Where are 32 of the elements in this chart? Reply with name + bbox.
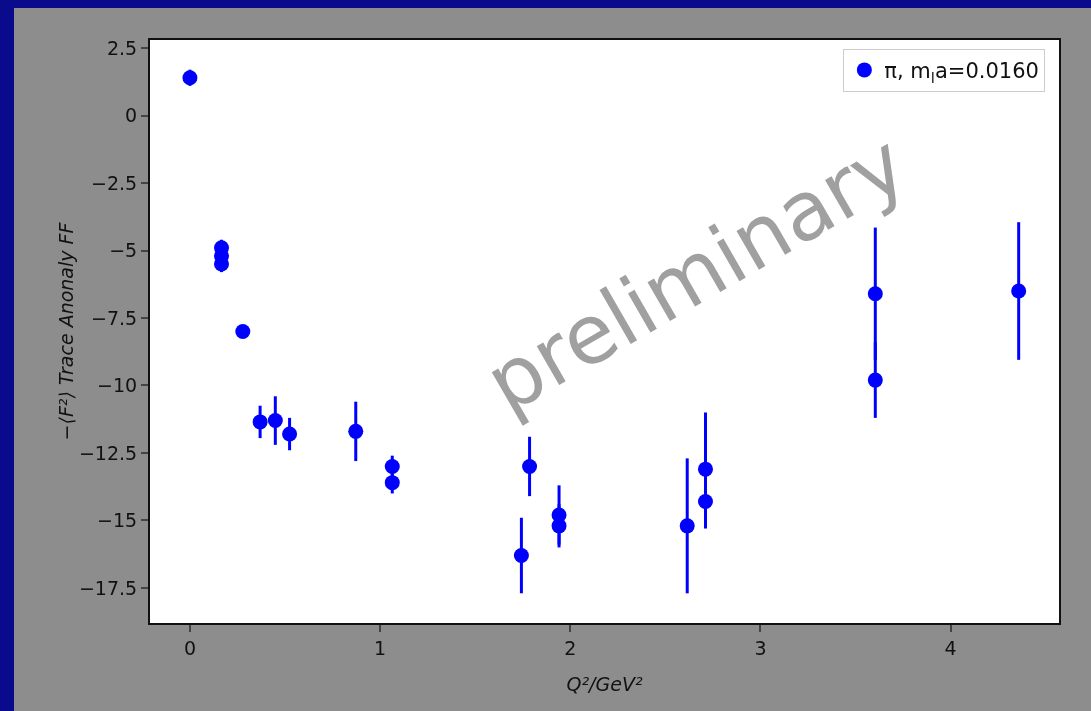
point <box>348 423 364 439</box>
x-tick-label: 2 <box>564 636 577 659</box>
x-tick-label: 0 <box>183 636 196 659</box>
point <box>384 475 400 491</box>
point <box>1011 283 1027 299</box>
y-axis-title: −⟨F²⟩ Trace Anonaly FF <box>54 221 77 441</box>
point <box>182 70 198 86</box>
x-tick-label: 1 <box>374 636 387 659</box>
y-tick-label: −2.5 <box>91 171 138 194</box>
y-tick-label: −17.5 <box>78 576 138 599</box>
point <box>697 494 713 510</box>
point <box>697 461 713 477</box>
point <box>235 324 251 339</box>
y-tick-label: −15 <box>97 509 138 532</box>
point <box>267 413 283 429</box>
point <box>384 458 400 474</box>
point <box>551 518 567 534</box>
point <box>252 414 268 430</box>
y-tick-label: −7.5 <box>91 306 138 329</box>
y-tick-label: −5 <box>109 239 138 262</box>
point <box>282 426 298 442</box>
y-tick-label: 2.5 <box>106 36 138 59</box>
x-tick-label: 3 <box>754 636 767 659</box>
point <box>679 518 695 534</box>
y-tick-label: −10 <box>97 374 138 397</box>
legend-label: π, m$_{l}$a=0.0160 <box>884 59 1039 86</box>
y-tick-label: 0 <box>125 104 138 127</box>
point <box>513 548 529 564</box>
point <box>522 458 538 474</box>
x-tick-label: 4 <box>944 636 957 659</box>
x-axis-title: Q²/GeV² <box>566 673 643 695</box>
y-tick-label: −12.5 <box>78 441 138 464</box>
